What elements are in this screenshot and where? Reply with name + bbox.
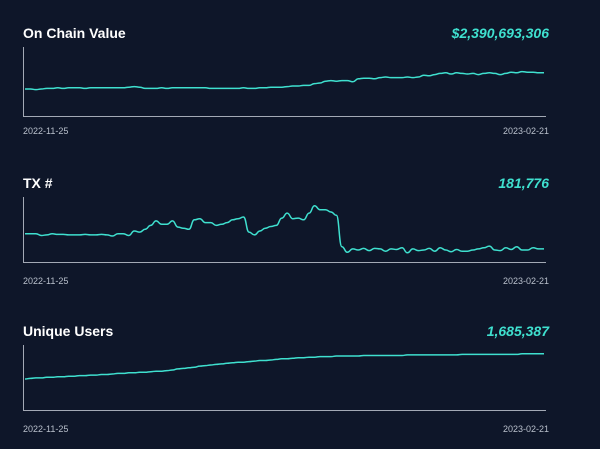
- headline-value: 1,685,387: [486, 323, 549, 339]
- chart-panel-tx-count: TX # 181,776 2022-11-25 2023-02-21: [0, 175, 600, 286]
- x-end-label: 2023-02-21: [502, 276, 549, 286]
- x-end-label: 2023-02-21: [502, 126, 549, 136]
- chart-panel-unique-users: Unique Users 1,685,387 2022-11-25 2023-0…: [0, 323, 600, 434]
- chart-panel-on-chain-value: On Chain Value $2,390,693,306 2022-11-25…: [0, 25, 600, 136]
- x-start-label: 2022-11-25: [23, 126, 69, 136]
- series-line: [24, 205, 544, 254]
- axis-lines: [23, 47, 546, 117]
- series-line: [24, 353, 544, 380]
- axis-lines: [23, 345, 546, 411]
- axis-lines: [23, 197, 546, 263]
- chart-title: On Chain Value: [23, 25, 126, 41]
- x-end-label: 2023-02-21: [502, 424, 549, 434]
- line-chart: [23, 197, 546, 263]
- x-start-label: 2022-11-25: [23, 276, 69, 286]
- line-chart: [23, 345, 546, 411]
- line-chart: [23, 47, 546, 117]
- x-start-label: 2022-11-25: [23, 424, 69, 434]
- chart-title: Unique Users: [23, 323, 114, 339]
- headline-value: 181,776: [498, 175, 549, 191]
- chart-title: TX #: [23, 175, 53, 191]
- series-line: [25, 70, 544, 91]
- headline-value: $2,390,693,306: [451, 25, 549, 41]
